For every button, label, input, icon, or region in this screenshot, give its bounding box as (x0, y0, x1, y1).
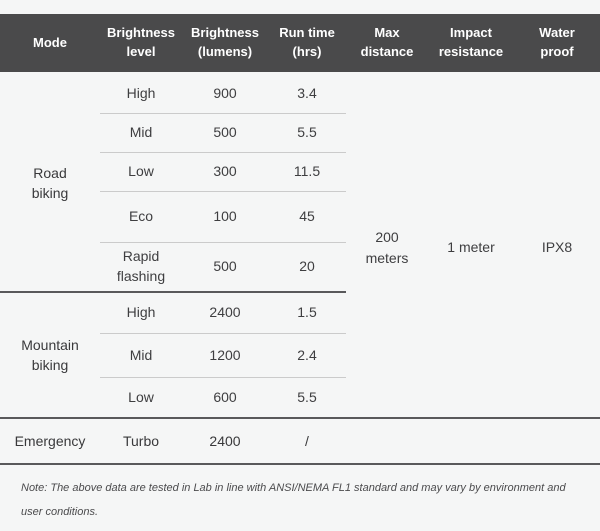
runtime-cell: 2.4 (297, 346, 317, 363)
brightness-level-cell: Eco (128, 208, 154, 225)
brightness-level-cell: High (126, 85, 156, 102)
water-proof-value: IPX8 (541, 239, 573, 256)
section-road-biking: Road biking High 900 3.4 Mid 500 5.5 Low (0, 75, 346, 293)
header-cell-water-proof: Water proof (539, 25, 575, 59)
mode-sections: Road biking High 900 3.4 Mid 500 5.5 Low (0, 75, 346, 417)
mode-label: Mountain biking (21, 336, 79, 373)
header-cell-mode: Mode (33, 34, 67, 50)
mode-cell-mountain-biking: Mountain biking (0, 293, 100, 417)
lumens-cell: 300 (213, 163, 237, 180)
table-row: Low 300 11.5 (100, 153, 346, 192)
header-cell-brightness-lumens: Brightness (lumens) (191, 25, 259, 59)
table-row: High 2400 1.5 (100, 293, 346, 334)
table-header-row: Mode Brightness level Brightness (lumens… (0, 14, 600, 72)
mountain-biking-rows: High 2400 1.5 Mid 1200 2.4 Low 600 5.5 (100, 293, 346, 417)
footnote-text: Note: The above data are tested in Lab i… (21, 482, 566, 518)
footnote-area: Note: The above data are tested in Lab i… (0, 465, 600, 531)
table-row: Eco 100 45 (100, 192, 346, 243)
brightness-level-cell: High (126, 304, 156, 321)
runtime-cell: 20 (299, 258, 315, 275)
table-row: Mid 1200 2.4 (100, 334, 346, 378)
header-cell-impact-resistance: Impact resistance (438, 25, 504, 59)
runtime-cell: / (305, 433, 309, 449)
header-cell-run-time: Run time (hrs) (279, 25, 335, 59)
lumens-cell: 1200 (209, 346, 241, 363)
runtime-cell: 3.4 (297, 85, 317, 102)
table-row: High 900 3.4 (100, 75, 346, 114)
empty-cell (346, 419, 428, 463)
impact-resistance-value: 1 meter (447, 239, 495, 256)
lumens-cell: 2400 (209, 304, 241, 321)
lumens-cell: 500 (213, 124, 237, 141)
empty-cell (514, 419, 600, 463)
section-emergency: Emergency Turbo 2400 / (0, 417, 600, 465)
lumens-cell: 100 (213, 208, 237, 225)
brightness-level-cell: Mid (129, 124, 153, 141)
brightness-level-cell: Low (128, 163, 154, 180)
lumens-cell: 900 (213, 85, 237, 102)
header-cell-brightness-level: Brightness level (107, 25, 175, 59)
empty-cell (428, 419, 514, 463)
mode-label: Road biking (31, 164, 69, 201)
lumens-cell: 500 (213, 258, 237, 275)
runtime-cell: 45 (299, 208, 315, 225)
runtime-cell: 5.5 (297, 388, 317, 405)
lumens-cell: 2400 (209, 433, 241, 449)
shared-values: 200 meters 1 meter IPX8 (346, 75, 600, 420)
table-row: Mid 500 5.5 (100, 114, 346, 153)
top-margin-strip (0, 0, 600, 14)
runtime-cell: 11.5 (293, 163, 321, 180)
brightness-level-cell: Rapid flashing (116, 248, 166, 284)
runtime-cell: 1.5 (297, 304, 317, 321)
table-row: Rapid flashing 500 20 (100, 243, 346, 291)
brightness-level-cell: Mid (129, 346, 153, 363)
table-body: Road biking High 900 3.4 Mid 500 5.5 Low (0, 72, 600, 417)
section-mountain-biking: Mountain biking High 2400 1.5 Mid 1200 2… (0, 293, 346, 417)
lumens-cell: 600 (213, 388, 237, 405)
brightness-level-cell: Low (128, 388, 154, 405)
brightness-level-cell: Turbo (122, 433, 160, 449)
table-row: Low 600 5.5 (100, 378, 346, 417)
mode-cell-emergency: Emergency (14, 433, 86, 449)
road-biking-rows: High 900 3.4 Mid 500 5.5 Low 300 11.5 (100, 75, 346, 291)
header-cell-max-distance: Max distance (360, 25, 414, 59)
max-distance-value: 200 meters (365, 229, 409, 266)
mode-cell-road-biking: Road biking (0, 75, 100, 291)
runtime-cell: 5.5 (297, 124, 317, 141)
